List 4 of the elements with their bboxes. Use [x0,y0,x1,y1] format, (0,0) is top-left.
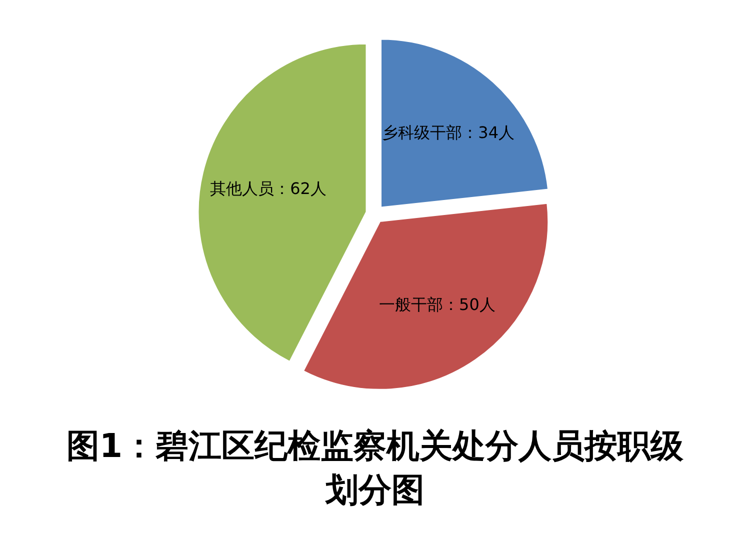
text: 图1：碧江区纪检监察机关处分人员按职级划分图 [66,425,684,511]
slice-label: 乡科级干部：34人 [382,122,515,142]
slice-label: 一般干部：50人 [379,294,496,314]
slice-label: 其他人员：62人 [210,178,326,198]
